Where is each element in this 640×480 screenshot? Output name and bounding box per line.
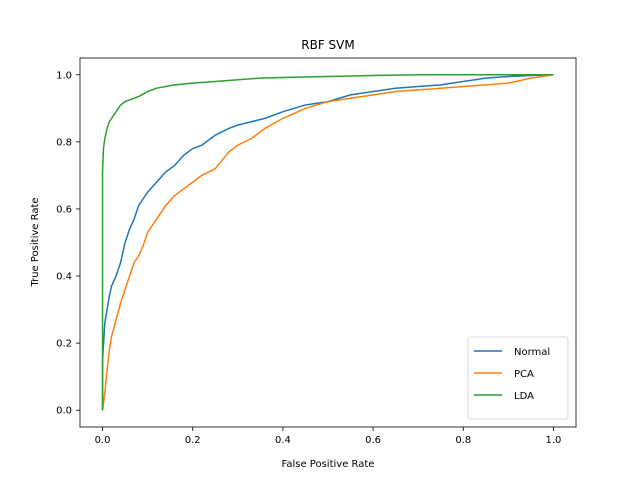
y-tick-label: 0.0 [56, 406, 72, 417]
x-axis: 0.0 0.2 0.4 0.6 0.8 1.0 [95, 427, 562, 446]
x-tick-label: 0.6 [365, 435, 381, 446]
y-axis: 0.0 0.2 0.4 0.6 0.8 1.0 [56, 70, 80, 417]
legend-label-pca: PCA [514, 369, 534, 380]
legend-box [467, 336, 569, 420]
y-tick-label: 1.0 [56, 70, 72, 81]
y-axis-label: True Positive Rate [30, 197, 41, 287]
x-tick-label: 0.4 [275, 435, 291, 446]
series-line-lda [101, 74, 554, 411]
legend-label-lda: LDA [514, 391, 534, 402]
x-tick-label: 0.2 [185, 435, 201, 446]
x-tick-label: 0.8 [455, 435, 471, 446]
legend: Normal PCA LDA [467, 336, 569, 420]
chart-title: RBF SVM [301, 38, 354, 52]
y-tick-label: 0.4 [56, 272, 72, 283]
x-tick-label: 0.0 [95, 435, 111, 446]
legend-label-normal: Normal [514, 347, 550, 358]
axes-frame [79, 57, 577, 428]
x-axis-label: False Positive Rate [282, 459, 375, 470]
y-tick-label: 0.6 [56, 204, 72, 215]
series-line-normal [101, 74, 554, 411]
series-line-pca [101, 74, 554, 411]
x-tick-label: 1.0 [546, 435, 562, 446]
y-tick-label: 0.2 [56, 339, 72, 350]
y-tick-label: 0.8 [56, 137, 72, 148]
